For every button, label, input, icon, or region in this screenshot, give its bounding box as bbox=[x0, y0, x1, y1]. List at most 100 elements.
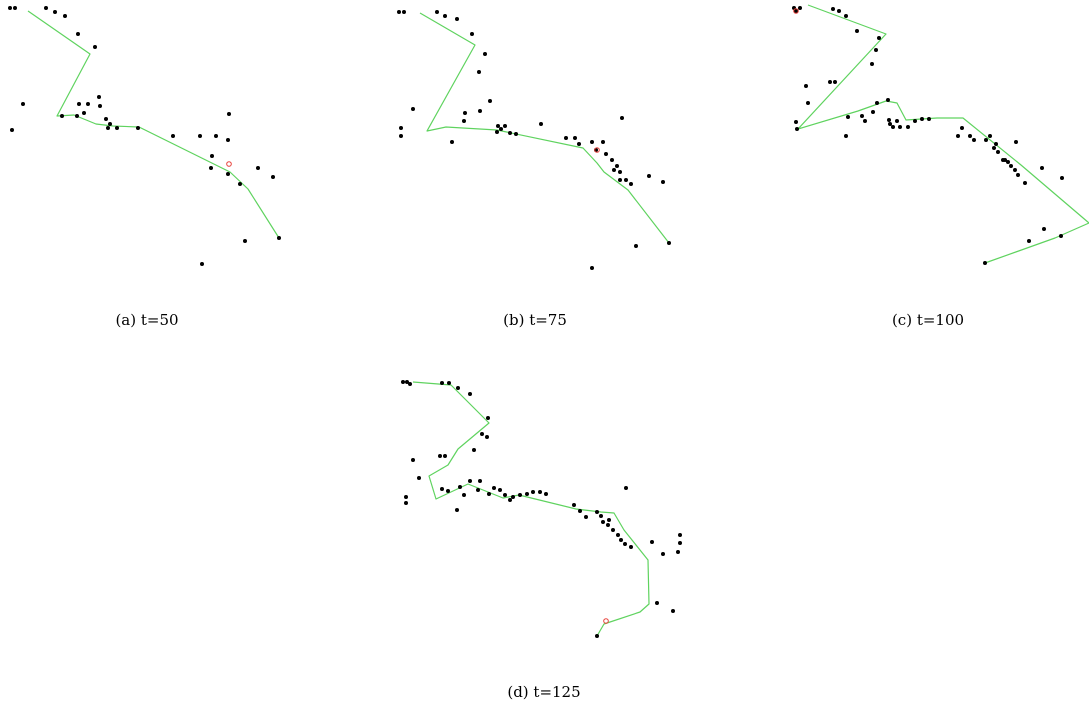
data-point-b-11 bbox=[450, 140, 454, 144]
data-point-d-17 bbox=[455, 508, 459, 512]
data-point-b-34 bbox=[618, 178, 622, 182]
data-point-d-21 bbox=[462, 493, 466, 497]
data-point-c-26 bbox=[898, 125, 902, 129]
data-point-d-12 bbox=[438, 454, 442, 458]
data-point-d-28 bbox=[503, 493, 507, 497]
data-point-a-30 bbox=[256, 166, 260, 170]
data-point-b-32 bbox=[624, 178, 628, 182]
data-point-c-4 bbox=[844, 14, 848, 18]
data-point-c-25 bbox=[895, 119, 899, 123]
data-point-c-41 bbox=[1009, 164, 1013, 168]
data-point-c-8 bbox=[870, 62, 874, 66]
data-point-c-33 bbox=[968, 134, 972, 138]
data-point-d-47 bbox=[607, 518, 611, 522]
data-point-d-29 bbox=[508, 498, 512, 502]
data-point-b-3 bbox=[443, 14, 447, 18]
trajectory-line-a bbox=[27, 10, 280, 239]
data-point-a-32 bbox=[243, 239, 247, 243]
data-point-c-14 bbox=[795, 127, 799, 131]
data-point-b-14 bbox=[478, 109, 482, 113]
data-point-b-19 bbox=[508, 131, 512, 135]
data-point-a-23 bbox=[214, 134, 218, 138]
data-point-a-12 bbox=[97, 95, 101, 99]
data-point-c-11 bbox=[833, 80, 837, 84]
data-point-d-41 bbox=[606, 523, 610, 527]
data-point-b-5 bbox=[470, 32, 474, 36]
data-point-b-4 bbox=[455, 17, 459, 21]
data-point-a-4 bbox=[63, 14, 67, 18]
data-point-d-57 bbox=[595, 634, 599, 638]
data-point-c-28 bbox=[913, 119, 917, 123]
data-point-b-24 bbox=[573, 136, 577, 140]
data-point-c-37 bbox=[992, 146, 996, 150]
data-point-b-39 bbox=[634, 244, 638, 248]
data-point-c-38 bbox=[996, 150, 1000, 154]
data-point-b-29 bbox=[610, 158, 614, 162]
data-point-b-36 bbox=[620, 116, 624, 120]
data-point-a-14 bbox=[75, 114, 79, 118]
data-point-d-2 bbox=[408, 382, 412, 386]
data-point-c-19 bbox=[871, 110, 875, 114]
data-point-d-25 bbox=[487, 492, 491, 496]
data-point-d-40 bbox=[601, 520, 605, 524]
data-point-d-31 bbox=[518, 493, 522, 497]
data-point-b-8 bbox=[411, 107, 415, 111]
data-point-c-31 bbox=[956, 134, 960, 138]
data-point-b-13 bbox=[463, 111, 467, 115]
data-point-a-26 bbox=[210, 154, 214, 158]
current-position-marker-b bbox=[594, 147, 600, 153]
data-point-d-46 bbox=[629, 545, 633, 549]
data-point-d-5 bbox=[456, 386, 460, 390]
data-point-b-26 bbox=[590, 140, 594, 144]
data-point-c-9 bbox=[804, 84, 808, 88]
data-point-b-41 bbox=[590, 266, 594, 270]
data-point-b-0 bbox=[397, 10, 401, 14]
current-position-marker-d bbox=[603, 618, 609, 624]
data-point-d-24 bbox=[476, 488, 480, 492]
data-point-c-22 bbox=[887, 118, 891, 122]
data-point-c-5 bbox=[855, 29, 859, 33]
data-point-d-44 bbox=[619, 538, 623, 542]
data-point-b-15 bbox=[488, 99, 492, 103]
data-point-c-27 bbox=[906, 125, 910, 129]
data-point-d-39 bbox=[595, 510, 599, 514]
data-point-c-46 bbox=[994, 142, 998, 146]
data-point-b-9 bbox=[399, 126, 403, 130]
data-point-b-31 bbox=[618, 170, 622, 174]
data-point-d-1 bbox=[405, 380, 409, 384]
data-point-a-21 bbox=[171, 134, 175, 138]
data-point-b-20 bbox=[495, 130, 499, 134]
data-point-d-0 bbox=[401, 380, 405, 384]
data-point-d-15 bbox=[404, 495, 408, 499]
data-point-b-37 bbox=[647, 174, 651, 178]
data-point-c-36 bbox=[988, 134, 992, 138]
data-point-c-23 bbox=[888, 122, 892, 126]
data-point-d-43 bbox=[616, 533, 620, 537]
data-point-d-7 bbox=[486, 416, 490, 420]
data-point-c-54 bbox=[794, 9, 798, 13]
data-point-c-2 bbox=[831, 7, 835, 11]
data-point-d-37 bbox=[578, 509, 582, 513]
data-point-d-55 bbox=[655, 601, 659, 605]
data-point-c-30 bbox=[927, 117, 931, 121]
data-point-d-34 bbox=[538, 490, 542, 494]
data-point-a-34 bbox=[200, 262, 204, 266]
data-point-a-25 bbox=[226, 138, 230, 142]
data-point-d-4 bbox=[447, 381, 451, 385]
data-point-a-0 bbox=[8, 6, 12, 10]
data-point-d-48 bbox=[599, 514, 603, 518]
data-point-c-13 bbox=[794, 120, 798, 124]
data-point-c-35 bbox=[984, 138, 988, 142]
data-point-d-54 bbox=[676, 550, 680, 554]
data-point-d-56 bbox=[671, 609, 675, 613]
data-point-a-18 bbox=[106, 126, 110, 130]
current-position-marker-a bbox=[226, 161, 232, 167]
data-point-d-32 bbox=[525, 492, 529, 496]
data-point-d-26 bbox=[492, 486, 496, 490]
data-point-c-45 bbox=[1003, 158, 1007, 162]
data-point-d-13 bbox=[443, 454, 447, 458]
